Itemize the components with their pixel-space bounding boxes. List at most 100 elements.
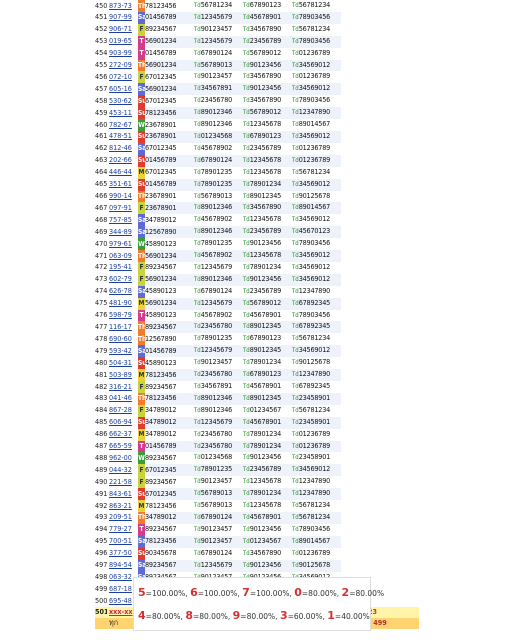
draw-number-link[interactable]: 962-00 [109, 452, 132, 462]
draw-number-link[interactable]: 453-11 [109, 107, 132, 117]
day-badge: F [138, 404, 145, 417]
segment-prefix: Td [292, 240, 299, 248]
draw-number-link[interactable]: 195-41 [109, 262, 132, 272]
day-badge: Su [138, 547, 145, 560]
draw-number-link[interactable]: 593-42 [109, 345, 132, 355]
draw-number-link[interactable]: 906-71 [109, 24, 132, 34]
segment-prefix: Td [194, 2, 201, 9]
segment-digits: 56781234 [298, 0, 331, 9]
digit-segment: Td23456780 [194, 95, 243, 108]
segment-digits: 89234567 [145, 262, 177, 272]
table-row: 477 116-17 Th 89234567 Td23456780 Td89012345 T… [95, 321, 419, 334]
segment-digits: 34569012 [298, 83, 331, 93]
draw-number-link[interactable]: 665-59 [109, 441, 132, 451]
row-number: 482 [95, 381, 107, 391]
draw-number-link[interactable]: 863-21 [109, 500, 132, 510]
day-badge: M [138, 428, 145, 441]
draw-number-link[interactable]: 894-54 [109, 560, 132, 570]
draw-number-link[interactable]: 041-46 [109, 393, 132, 403]
draw-number-link[interactable]: 097-91 [109, 202, 132, 212]
segment-digits: 56789012 [249, 297, 282, 307]
draw-number-link[interactable]: 209-51 [109, 512, 132, 522]
segment-digits: 78901234 [249, 357, 282, 367]
segment-digits: 78901235 [200, 166, 233, 176]
draw-number-link[interactable]: 662-37 [109, 429, 132, 439]
segment-prefix: Td [194, 97, 201, 105]
segment-digits: 78123456 [145, 369, 177, 379]
draw-number-link[interactable]: 202-66 [109, 155, 132, 165]
draw-number-link[interactable]: 903-99 [109, 48, 132, 58]
digit-segment: 89234567 [145, 321, 194, 334]
draw-number-link[interactable]: 272-09 [109, 60, 132, 70]
draw-number-link[interactable]: 044-32 [109, 464, 132, 474]
digit-segment: Td67890124 [194, 511, 243, 524]
digit-segment: Td78901234 [243, 488, 292, 501]
segment-digits: 89234567 [145, 381, 177, 391]
digit-segment: 01456789 [145, 178, 194, 191]
draw-number-link[interactable]: 990-14 [109, 191, 132, 200]
draw-number-link[interactable]: 503-89 [109, 369, 132, 379]
draw-number-link[interactable]: 757-85 [109, 214, 132, 224]
draw-number-link[interactable]: 377-50 [109, 548, 132, 558]
segment-digits: 78901234 [249, 440, 282, 450]
draw-number-link[interactable]: 626-78 [109, 286, 132, 296]
digit-segment: Td78903456 [292, 238, 341, 251]
segment-prefix: Td [194, 525, 201, 533]
digit-segment: Td12347890 [292, 369, 341, 381]
draw-number-link[interactable]: 602-79 [109, 274, 132, 284]
draw-number-link[interactable]: 481-90 [109, 298, 132, 308]
draw-number-link[interactable]: 700-51 [109, 536, 132, 546]
draw-number-link[interactable]: 019-65 [109, 36, 132, 46]
draw-number-link[interactable]: 598-79 [109, 310, 132, 320]
segment-digits: 78901234 [249, 428, 282, 438]
segment-prefix: Td [194, 204, 201, 212]
draw-number-link[interactable]: 606-94 [109, 417, 132, 427]
segment-digits: 34569012 [298, 571, 331, 581]
segment-digits: 90123457 [200, 71, 233, 81]
row-number: 478 [95, 333, 107, 343]
draw-number-link[interactable]: 478-51 [109, 131, 132, 141]
draw-number-link[interactable]: 221-58 [109, 476, 132, 486]
draw-number-link[interactable]: 687-18 [109, 583, 132, 593]
draw-number-link[interactable]: 867-28 [109, 405, 132, 415]
draw-number-link[interactable]: 316-21 [109, 381, 132, 391]
draw-number-link[interactable]: 779-27 [109, 524, 132, 534]
draw-number-link[interactable]: 446-44 [109, 167, 132, 177]
segment-digits: 12347890 [298, 488, 331, 498]
segment-prefix: Td [194, 156, 201, 164]
draw-number-link[interactable]: 072-10 [109, 71, 132, 81]
digit-segment: Td56781234 [194, 0, 243, 12]
draw-number-link[interactable]: 782-67 [109, 119, 132, 129]
draw-number-link[interactable]: 063-32 [109, 572, 132, 581]
digit-segment: 67012345 [145, 95, 194, 108]
day-badge: Su [138, 107, 145, 120]
table-row: 496 377-50 Su 90345678 Td67890124 Td34567890 T… [95, 547, 419, 560]
draw-number-link[interactable]: 344-89 [109, 226, 132, 236]
digit-segment: 45890123 [145, 357, 194, 370]
segment-prefix: Td [292, 502, 299, 510]
draw-number-link[interactable]: 063-09 [109, 250, 132, 260]
segment-digits: 90123457 [200, 476, 233, 486]
draw-number-link[interactable]: 979-61 [109, 238, 132, 248]
draw-number-link[interactable]: 690-60 [109, 333, 132, 343]
draw-number-link[interactable]: 504-31 [109, 357, 132, 367]
draw-number-link[interactable]: 907-99 [109, 12, 132, 22]
segment-prefix: Td [243, 549, 250, 557]
row-number: 473 [95, 274, 107, 284]
draw-number-link[interactable]: 530-62 [109, 95, 132, 105]
day-badge: T [138, 309, 145, 322]
draw-number-link[interactable]: 695-48 [109, 595, 132, 605]
draw-number-link[interactable]: 605-16 [109, 83, 132, 93]
segment-prefix: Td [194, 263, 201, 271]
segment-prefix: Td [292, 13, 299, 21]
draw-number-link[interactable]: 812-46 [109, 143, 132, 153]
segment-digits: 45670123 [298, 226, 331, 236]
segment-digits: 90123457 [200, 357, 233, 367]
draw-number-link[interactable]: 116-17 [109, 321, 132, 331]
draw-number-link[interactable]: 873-73 [109, 0, 132, 10]
draw-number-link[interactable]: 843-61 [109, 488, 132, 498]
draw-number-link[interactable]: 351-61 [109, 179, 132, 189]
segment-digits: 78903456 [298, 11, 331, 21]
segment-prefix: Td [292, 513, 299, 521]
segment-digits: 12345679 [200, 416, 233, 426]
